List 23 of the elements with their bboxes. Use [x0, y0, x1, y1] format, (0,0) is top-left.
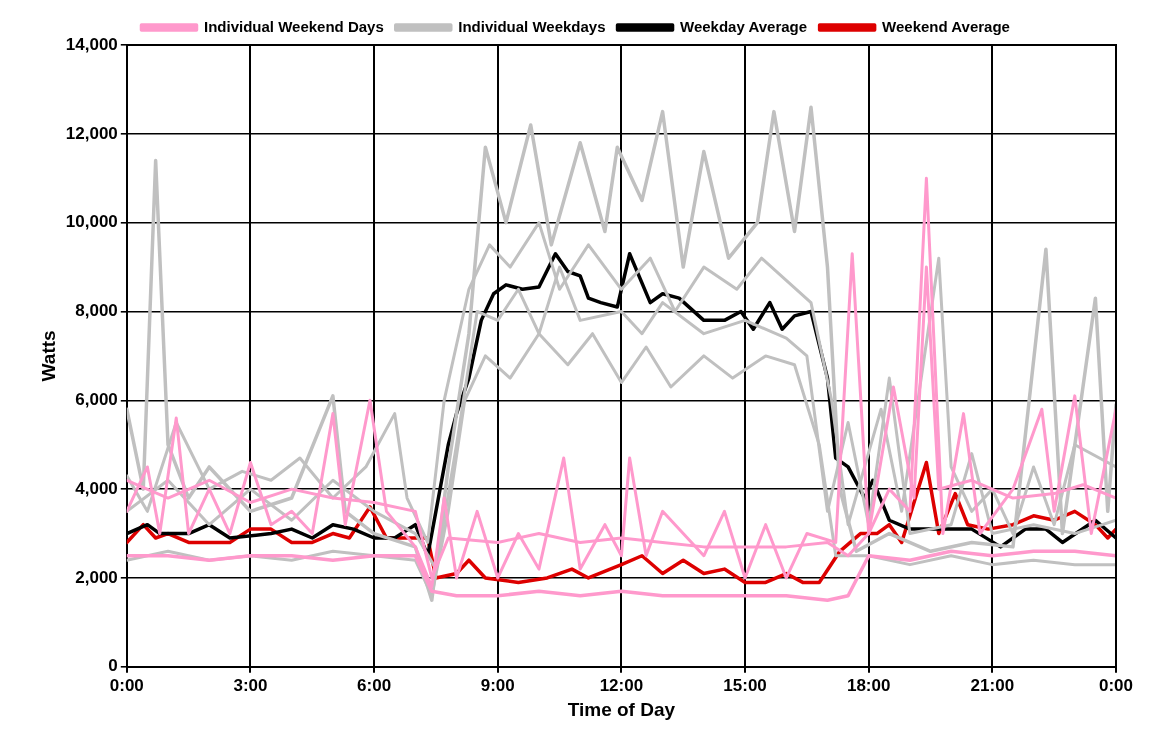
legend-label: Individual Weekdays: [458, 17, 606, 35]
y-tick-label: 6,000: [75, 390, 118, 409]
y-tick-label: 8,000: [75, 301, 118, 321]
y-tick-label: 12,000: [65, 123, 118, 143]
y-tick-label: 4,000: [75, 478, 118, 498]
y-tick-label: 0: [108, 656, 118, 676]
x-tick-label: 18:00: [846, 675, 891, 695]
y-tick-label: 14,000: [65, 34, 118, 54]
x-axis-title: Time of Day: [567, 698, 676, 720]
x-tick-label: 3:00: [233, 675, 268, 695]
x-tick-label: 15:00: [723, 675, 767, 695]
legend-label: Weekday Average: [680, 17, 808, 35]
y-axis-title: Watts: [37, 330, 59, 382]
y-tick-label: 2,000: [75, 567, 118, 587]
y-tick-label: 10,000: [65, 212, 118, 232]
x-tick-label: 6:00: [357, 675, 392, 695]
x-tick-label: 12:00: [599, 675, 644, 695]
x-tick-label: 9:00: [480, 675, 515, 695]
x-tick-label: 0:00: [109, 675, 144, 695]
legend-label: Individual Weekend Days: [203, 17, 384, 35]
x-tick-label: 21:00: [970, 675, 1015, 695]
legend-label: Weekend Average: [882, 17, 1010, 35]
x-tick-label: 0:00: [1098, 675, 1134, 695]
